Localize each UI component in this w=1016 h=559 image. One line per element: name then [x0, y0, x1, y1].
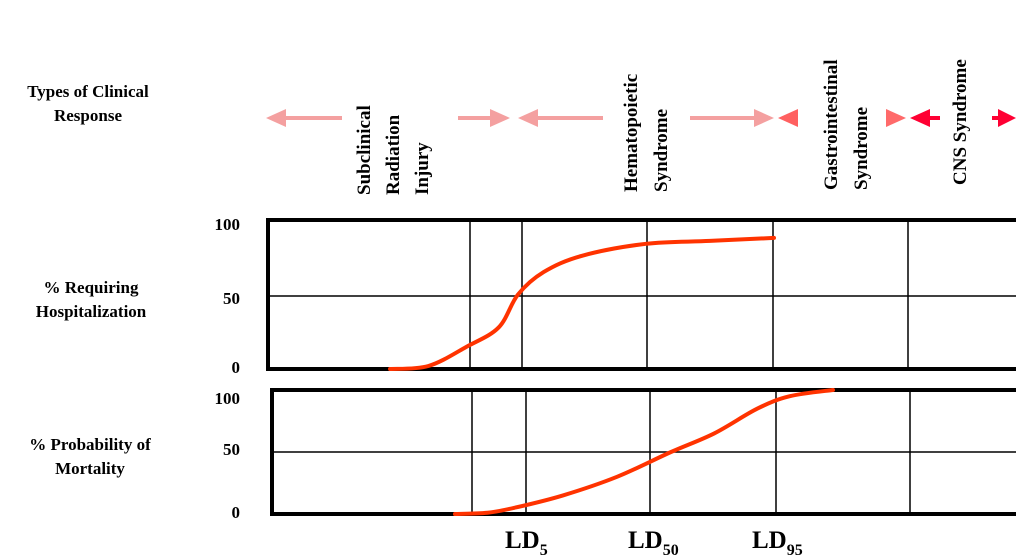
mortality-chart: 100 50 0 [215, 388, 1016, 522]
zone-cns-line1: CNS Syndrome [950, 59, 971, 185]
clinical-response-label-line2: Response [54, 106, 122, 125]
hospitalization-chart: 100 50 0 [215, 215, 1016, 377]
mortality-label-line2: Mortality [55, 459, 125, 478]
zone-gastrointestinal-line1: Gastrointestinal [821, 59, 842, 190]
zone-subclinical-line2: Radiation [383, 114, 404, 195]
zone-cns: CNS Syndrome [950, 59, 971, 185]
hospitalization-label-line2: Hospitalization [36, 302, 147, 321]
zone-hematopoietic: Hematopoietic Syndrome [621, 74, 672, 192]
zone-gastrointestinal-line2: Syndrome [851, 107, 872, 190]
subclinical-right-arrowhead [490, 109, 510, 127]
subclinical-left-arrowhead [266, 109, 286, 127]
zone-subclinical-line3: Injury [412, 142, 433, 195]
cns-left-arrowhead [910, 109, 930, 127]
zone-hematopoietic-line1: Hematopoietic [621, 74, 642, 192]
zone-subclinical-line1: Subclinical [354, 105, 375, 195]
hematopoietic-right-arrowhead [754, 109, 774, 127]
zone-hematopoietic-line2: Syndrome [651, 109, 672, 192]
zone-arrows [266, 109, 1016, 127]
ld5-label: LD5 [505, 527, 548, 559]
mortality-label-line1: % Probability of [29, 435, 151, 454]
hospitalization-ytick-50: 50 [223, 289, 240, 308]
mortality-curve [453, 388, 835, 516]
zone-gastrointestinal: Gastrointestinal Syndrome [821, 59, 872, 190]
mortality-ytick-100: 100 [215, 389, 241, 408]
gi-right-arrowhead [886, 109, 906, 127]
zone-subclinical: Subclinical Radiation Injury [354, 105, 433, 195]
hospitalization-ytick-100: 100 [215, 215, 241, 234]
hospitalization-chart-frame [266, 218, 1016, 371]
ld95-label: LD95 [752, 527, 803, 559]
mortality-ytick-0: 0 [232, 503, 241, 522]
hospitalization-ytick-0: 0 [232, 358, 241, 377]
hospitalization-label-line1: % Requiring [44, 278, 139, 297]
clinical-response-label-line1: Types of Clinical [27, 82, 149, 101]
mortality-ytick-50: 50 [223, 440, 240, 459]
ld50-label: LD50 [628, 527, 679, 559]
hematopoietic-left-arrowhead [518, 109, 538, 127]
hospitalization-curve [388, 235, 776, 371]
gi-left-arrowhead [778, 109, 798, 127]
cns-right-arrowhead [998, 109, 1016, 127]
